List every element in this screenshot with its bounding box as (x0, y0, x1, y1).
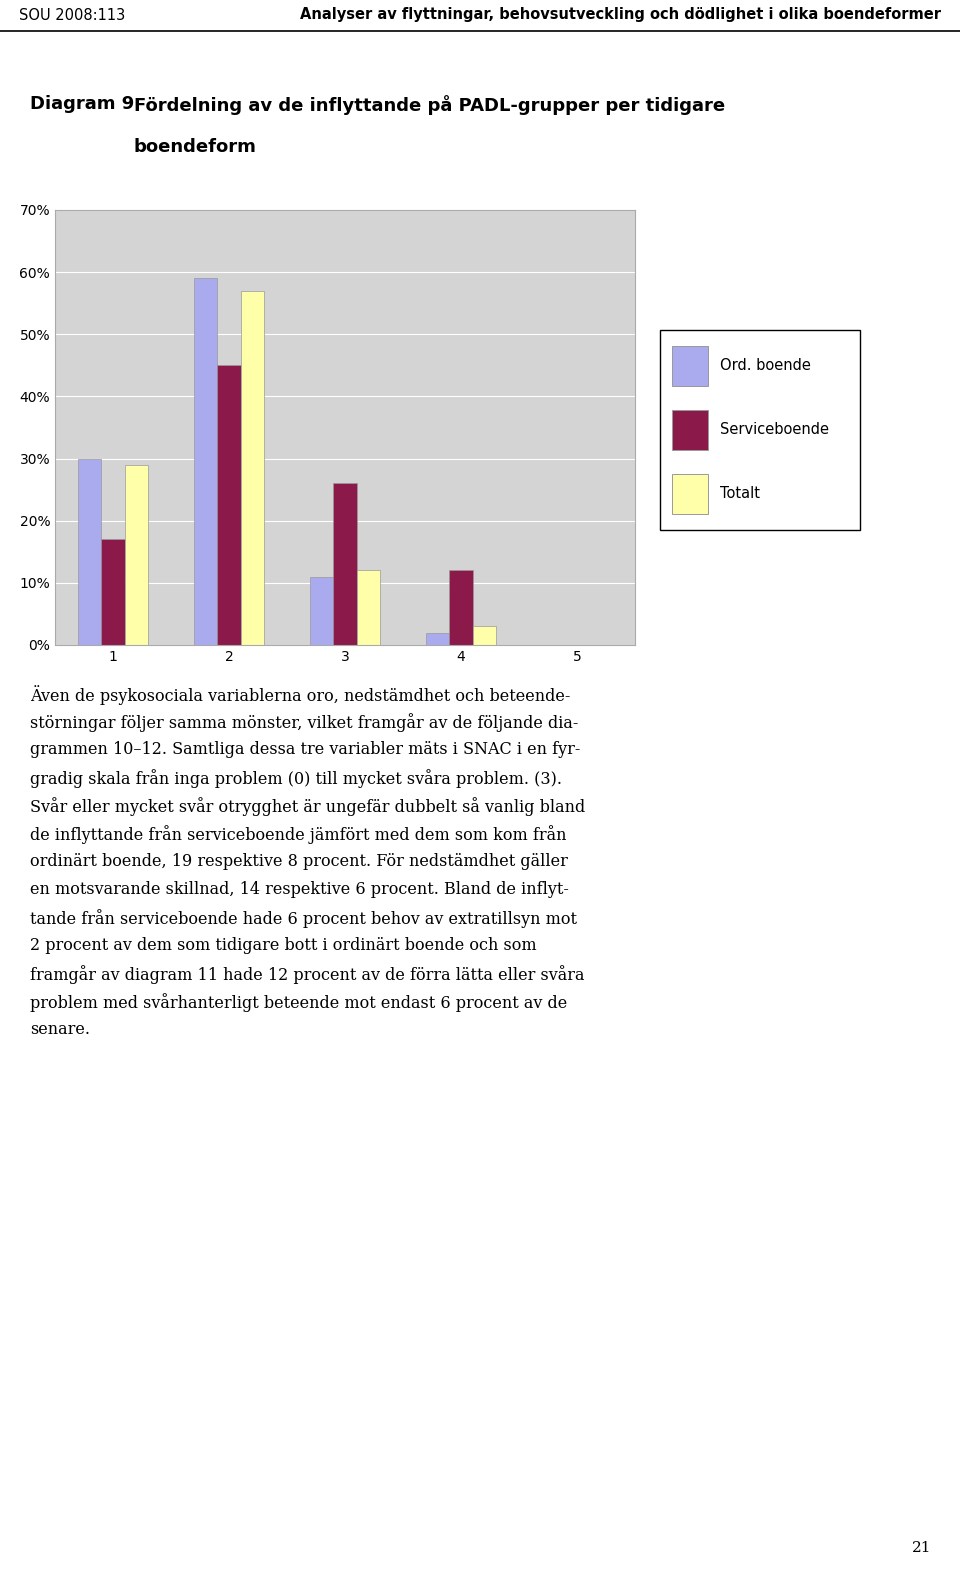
Bar (125, 464, 148, 645)
Text: störningar följer samma mönster, vilket framgår av de följande dia-: störningar följer samma mönster, vilket … (30, 713, 578, 731)
Text: problem med svårhanterligt beteende mot endast 6 procent av de: problem med svårhanterligt beteende mot … (30, 993, 567, 1011)
Text: de inflyttande från serviceboende jämfört med dem som kom från: de inflyttande från serviceboende jämför… (30, 824, 566, 843)
Bar (672, 411, 708, 450)
Text: boendeform: boendeform (133, 138, 256, 156)
Bar (217, 365, 241, 645)
Bar (356, 571, 380, 645)
Text: ordinärt boende, 19 respektive 8 procent. För nedstämdhet gäller: ordinärt boende, 19 respektive 8 procent… (30, 853, 568, 870)
Bar (426, 632, 449, 645)
Text: Serviceboende: Serviceboende (720, 423, 829, 437)
Text: senare.: senare. (30, 1021, 90, 1038)
Text: 2 procent av dem som tidigare bott i ordinärt boende och som: 2 procent av dem som tidigare bott i ord… (30, 938, 537, 953)
Text: grammen 10–12. Samtliga dessa tre variabler mäts i SNAC i en fyr-: grammen 10–12. Samtliga dessa tre variab… (30, 741, 581, 758)
Text: gradig skala från inga problem (0) till mycket svåra problem. (3).: gradig skala från inga problem (0) till … (30, 769, 562, 788)
Bar (310, 577, 333, 645)
Bar (333, 483, 356, 645)
Text: Totalt: Totalt (720, 486, 760, 502)
Text: framgår av diagram 11 hade 12 procent av de förra lätta eller svåra: framgår av diagram 11 hade 12 procent av… (30, 964, 585, 983)
Text: en motsvarande skillnad, 14 respektive 6 procent. Bland de inflyt-: en motsvarande skillnad, 14 respektive 6… (30, 881, 569, 898)
Text: Svår eller mycket svår otrygghet är ungefär dubbelt så vanlig bland: Svår eller mycket svår otrygghet är unge… (30, 798, 586, 816)
Bar (449, 571, 472, 645)
Text: Fördelning av de inflyttande på PADL-grupper per tidigare: Fördelning av de inflyttande på PADL-gru… (133, 94, 725, 115)
Bar (672, 346, 708, 385)
Bar (102, 540, 125, 645)
Text: Analyser av flyttningar, behovsutveckling och dödlighet i olika boendeformer: Analyser av flyttningar, behovsutvecklin… (300, 8, 941, 22)
Text: Ord. boende: Ord. boende (720, 359, 811, 373)
Text: tande från serviceboende hade 6 procent behov av extratillsyn mot: tande från serviceboende hade 6 procent … (30, 909, 577, 928)
Text: 21: 21 (912, 1542, 931, 1556)
Bar (194, 278, 217, 645)
Bar (241, 291, 264, 645)
Text: Även de psykosociala variablerna oro, nedstämdhet och beteende-: Även de psykosociala variablerna oro, ne… (30, 684, 570, 705)
Text: Diagram 9: Diagram 9 (30, 94, 134, 113)
Bar (672, 473, 708, 514)
Text: SOU 2008:113: SOU 2008:113 (19, 8, 126, 22)
Bar (472, 626, 495, 645)
Bar (78, 459, 102, 645)
